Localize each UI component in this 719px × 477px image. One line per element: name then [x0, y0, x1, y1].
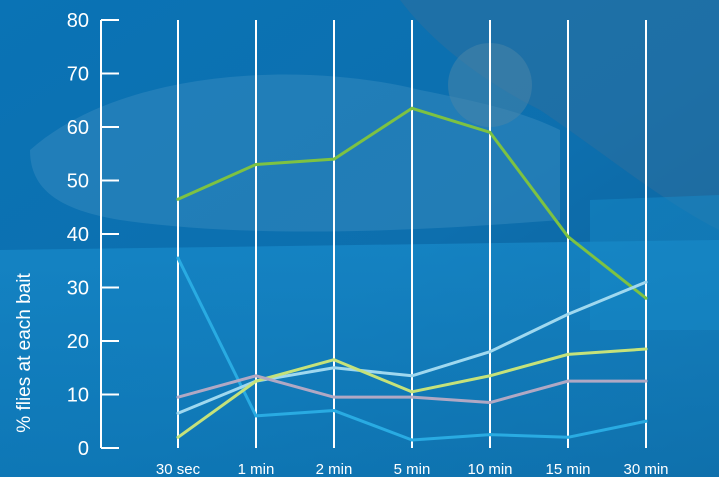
x-tick-label: 2 min: [316, 461, 353, 477]
y-axis: [100, 19, 119, 449]
data-point: [488, 130, 492, 134]
data-point: [410, 395, 414, 399]
data-point: [488, 350, 492, 354]
y-tick-label: 60: [67, 117, 89, 139]
data-point: [332, 395, 336, 399]
data-point: [488, 401, 492, 405]
y-tick-label: 50: [67, 171, 89, 193]
data-point: [566, 352, 570, 356]
data-point: [410, 374, 414, 378]
y-axis-label: % flies at each bait: [14, 273, 35, 433]
data-point: [488, 374, 492, 378]
data-point: [644, 419, 648, 423]
x-tick-labels: 30 sec 1 min 2 min 5 min 10 min 15 min 30 min: [156, 461, 669, 477]
data-point: [254, 379, 258, 383]
data-point: [176, 197, 180, 201]
y-tick-labels: 0 10 20 30 40 50 60 70 80: [67, 10, 89, 460]
data-point: [332, 358, 336, 362]
data-point: [566, 379, 570, 383]
data-point: [176, 395, 180, 399]
data-point: [332, 409, 336, 413]
y-tick-label: 40: [67, 224, 89, 246]
x-tick-label: 30 min: [623, 461, 668, 477]
data-point: [254, 374, 258, 378]
x-tick-label: 1 min: [238, 461, 275, 477]
data-point: [332, 366, 336, 370]
data-point: [566, 435, 570, 439]
data-point: [410, 438, 414, 442]
data-point: [176, 411, 180, 415]
data-point: [566, 312, 570, 316]
data-point: [254, 414, 258, 418]
y-tick-label: 20: [67, 331, 89, 353]
y-tick-label: 10: [67, 385, 89, 407]
x-tick-label: 5 min: [394, 461, 431, 477]
data-point: [566, 235, 570, 239]
x-tick-label: 30 sec: [156, 461, 201, 477]
data-point: [176, 435, 180, 439]
y-tick-label: 0: [78, 438, 89, 460]
data-point: [644, 379, 648, 383]
data-point: [488, 433, 492, 437]
data-point: [410, 390, 414, 394]
data-point: [254, 162, 258, 166]
y-tick-label: 80: [67, 10, 89, 32]
series-lines: [176, 106, 648, 442]
data-point: [410, 106, 414, 110]
x-tick-label: 10 min: [467, 461, 512, 477]
data-point: [644, 296, 648, 300]
y-tick-label: 30: [67, 278, 89, 300]
data-point: [644, 280, 648, 284]
y-tick-label: 70: [67, 64, 89, 86]
data-point: [176, 256, 180, 260]
data-point: [332, 157, 336, 161]
data-point: [644, 347, 648, 351]
x-tick-label: 15 min: [545, 461, 590, 477]
